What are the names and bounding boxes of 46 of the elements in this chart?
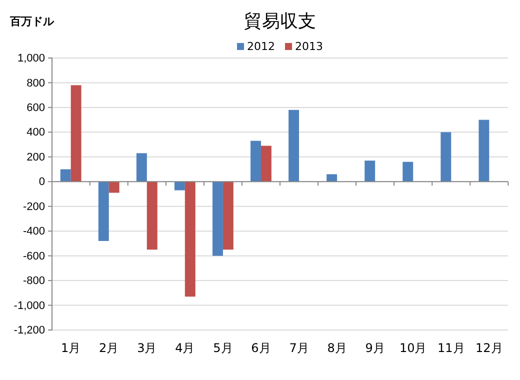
bar bbox=[478, 120, 490, 182]
y-tick-label: 600 bbox=[26, 102, 45, 114]
y-tick-label: -400 bbox=[22, 226, 45, 238]
x-tick-label: 3月 bbox=[137, 341, 157, 355]
x-tick-label: 11月 bbox=[438, 341, 465, 355]
chart-title: 貿易収支 bbox=[244, 11, 316, 32]
bar bbox=[402, 162, 414, 182]
y-tick-label: -1,200 bbox=[14, 324, 45, 337]
y-tick-label: 0 bbox=[38, 176, 45, 188]
y-axis-title: 百万ドル bbox=[9, 15, 55, 28]
bar bbox=[222, 182, 234, 250]
x-tick-label: 12月 bbox=[476, 341, 503, 355]
y-tick-label: -1,000 bbox=[14, 300, 45, 312]
x-tick-label: 2月 bbox=[99, 341, 119, 355]
x-tick-label: 4月 bbox=[175, 341, 195, 355]
x-tick-label: 7月 bbox=[289, 341, 309, 355]
bar bbox=[98, 182, 109, 241]
bar bbox=[250, 140, 261, 182]
x-tick-label: 1月 bbox=[61, 341, 81, 355]
legend-label: 2012 bbox=[247, 40, 275, 53]
y-tick-label: 200 bbox=[26, 151, 45, 164]
bar bbox=[260, 146, 272, 182]
bar bbox=[440, 132, 452, 182]
bar bbox=[70, 85, 82, 182]
bar bbox=[174, 182, 185, 190]
bar bbox=[364, 160, 376, 182]
x-tick-label: 6月 bbox=[251, 341, 271, 355]
bar bbox=[288, 110, 300, 182]
x-tick-label: 9月 bbox=[365, 341, 385, 355]
bar bbox=[136, 153, 147, 182]
bar bbox=[146, 182, 158, 250]
y-tick-label: -600 bbox=[22, 250, 45, 262]
y-tick-label: 400 bbox=[26, 126, 45, 139]
y-tick-label: -200 bbox=[22, 200, 45, 213]
bar bbox=[326, 174, 338, 182]
bar bbox=[212, 182, 223, 256]
x-tick-label: 5月 bbox=[213, 341, 233, 355]
bar bbox=[60, 169, 71, 182]
y-tick-label: -800 bbox=[22, 275, 45, 288]
bar bbox=[184, 182, 196, 297]
bar bbox=[108, 182, 120, 193]
y-tick-label: 1,000 bbox=[17, 52, 45, 65]
x-tick-label: 10月 bbox=[399, 341, 427, 355]
y-tick-label: 800 bbox=[26, 77, 45, 90]
x-tick-label: 8月 bbox=[327, 341, 347, 355]
legend-label: 2013 bbox=[295, 40, 323, 53]
